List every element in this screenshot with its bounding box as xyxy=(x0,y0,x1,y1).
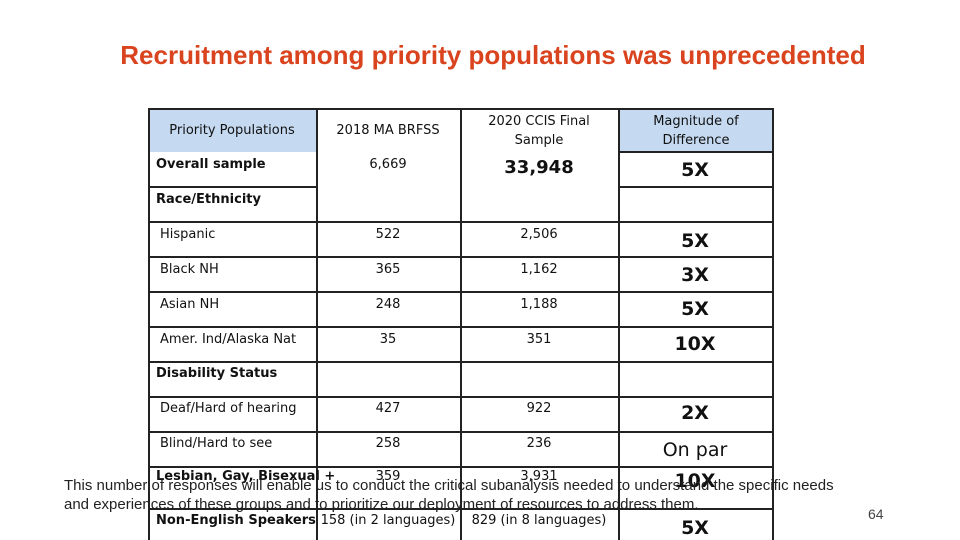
row-brfss-amer-ind: 35 xyxy=(379,332,397,347)
row-brfss-black: 365 xyxy=(375,262,401,277)
row-brfss-asian: 248 xyxy=(375,297,401,312)
header-magnitude-line2: Difference xyxy=(662,133,730,148)
overall-sample-brfss: 6,669 xyxy=(369,157,407,172)
table-rule-row3 xyxy=(148,326,774,328)
table-rule-overall xyxy=(148,186,316,188)
table-divider-3 xyxy=(618,108,620,540)
overlay-caption: This number of responses will enable us … xyxy=(64,476,894,514)
row-label-asian: Asian NH xyxy=(160,297,220,312)
slide-title: Recruitment among priority populations w… xyxy=(120,40,866,70)
overlay-caption-line2: and experiences of these groups and to p… xyxy=(64,496,699,513)
row-magnitude-lgb: 10X xyxy=(674,470,716,492)
table-divider-1 xyxy=(316,108,318,540)
table-rule-row1 xyxy=(148,256,774,258)
row-ccis-non-english: 829 (in 8 languages) xyxy=(471,513,607,528)
header-ccis-line2: Sample xyxy=(514,133,564,148)
overall-sample-label: Overall sample xyxy=(156,157,266,172)
row-magnitude-hispanic: 5X xyxy=(681,230,709,252)
row-ccis-hispanic: 2,506 xyxy=(520,227,558,242)
section-disability-status: Disability Status xyxy=(156,366,278,381)
header-priority-populations: Priority Populations xyxy=(169,123,295,138)
row-ccis-lgb: 3,931 xyxy=(520,469,558,484)
table-divider-2 xyxy=(460,108,462,540)
row-label-amer-ind: Amer. Ind/Alaska Nat xyxy=(160,332,297,347)
row-magnitude-asian: 5X xyxy=(681,298,709,320)
row-label-black: Black NH xyxy=(160,262,219,277)
row-label-deaf: Deaf/Hard of hearing xyxy=(160,401,297,416)
row-label-non-english: Non-English Speakers xyxy=(156,513,316,528)
table-border-right xyxy=(772,108,774,540)
header-brfss: 2018 MA BRFSS xyxy=(336,123,440,138)
table-rule-row6 xyxy=(148,466,774,468)
section-race-ethnicity: Race/Ethnicity xyxy=(156,192,261,207)
overall-sample-ccis: 33,948 xyxy=(504,157,574,178)
row-ccis-asian: 1,188 xyxy=(520,297,558,312)
row-magnitude-amer-ind: 10X xyxy=(674,333,716,355)
row-label-blind: Blind/Hard to see xyxy=(160,436,273,451)
overlay-caption-line1: This number of responses will enable us … xyxy=(64,477,834,494)
row-label-hispanic: Hispanic xyxy=(160,227,216,242)
table-rule-race xyxy=(148,221,774,223)
row-magnitude-blind: On par xyxy=(662,439,728,461)
row-ccis-amer-ind: 351 xyxy=(526,332,552,347)
row-ccis-black: 1,162 xyxy=(520,262,558,277)
row-ccis-deaf: 922 xyxy=(526,401,552,416)
header-cell-priority xyxy=(148,108,316,152)
header-magnitude-line1: Magnitude of xyxy=(653,114,739,129)
row-label-lgb: Lesbian, Gay, Bisexual + xyxy=(156,469,336,484)
table-rule-row2 xyxy=(148,291,774,293)
table-rule-disability xyxy=(148,396,774,398)
table-rule-row4 xyxy=(148,361,774,363)
row-brfss-hispanic: 522 xyxy=(375,227,401,242)
row-brfss-blind: 258 xyxy=(375,436,401,451)
priority-populations-table: Priority Populations 2018 MA BRFSS 2020 … xyxy=(148,108,774,540)
overall-sample-magnitude: 5X xyxy=(681,159,709,181)
row-ccis-blind: 236 xyxy=(526,436,552,451)
row-magnitude-deaf: 2X xyxy=(681,402,709,424)
header-cell-magnitude xyxy=(618,108,774,152)
table-border-top xyxy=(148,108,774,110)
row-brfss-non-english: 158 (in 2 languages) xyxy=(320,513,456,528)
row-magnitude-non-english: 5X xyxy=(681,517,709,539)
table-rule-row7 xyxy=(148,508,774,510)
page-number: 64 xyxy=(868,506,884,522)
row-brfss-lgb: 359 xyxy=(375,469,401,484)
table-border-left xyxy=(148,108,150,540)
table-rule-overall-right xyxy=(618,186,774,188)
header-ccis-line1: 2020 CCIS Final xyxy=(488,114,590,129)
table-rule-row5 xyxy=(148,431,774,433)
row-magnitude-black: 3X xyxy=(681,264,709,286)
table-rule-header xyxy=(618,151,774,153)
row-brfss-deaf: 427 xyxy=(375,401,401,416)
